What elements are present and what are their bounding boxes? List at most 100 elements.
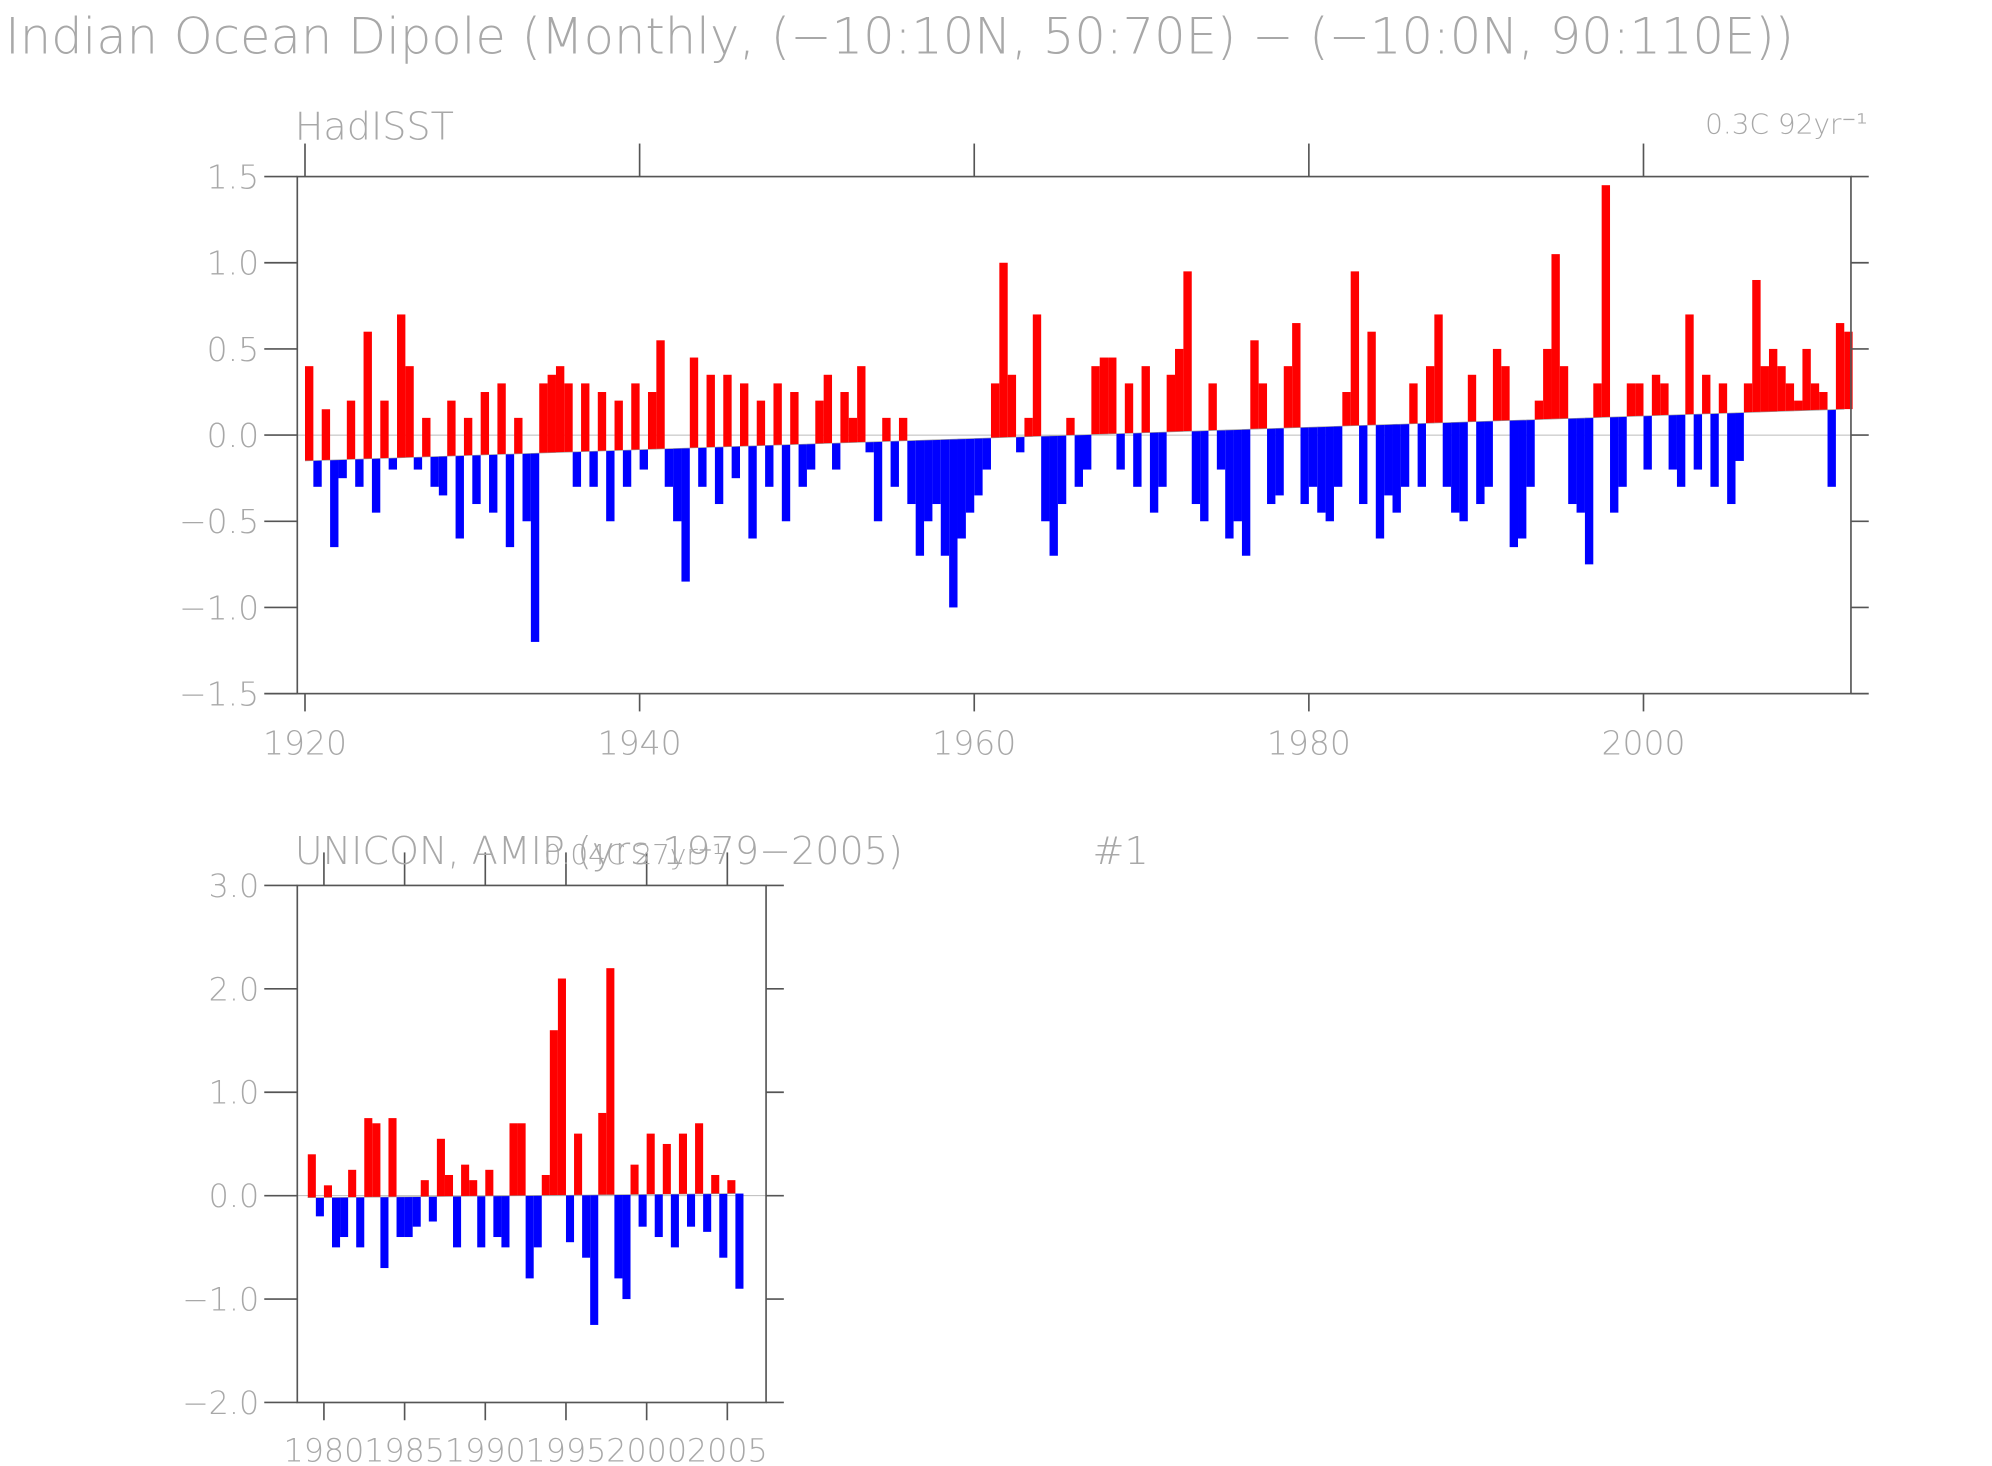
bar (1108, 357, 1117, 434)
bar (1175, 348, 1184, 432)
bar (1676, 414, 1686, 487)
bar (1718, 383, 1728, 414)
bar (1819, 392, 1828, 410)
bar (539, 383, 548, 453)
y-tick-label: −1.0 (182, 1283, 259, 1319)
bar (1693, 414, 1703, 470)
bar (371, 458, 381, 513)
bar (1250, 340, 1259, 430)
y-tick-label: 0.0 (209, 1179, 260, 1215)
x-tick-label: 2000 (1601, 723, 1685, 762)
bar (1760, 366, 1769, 412)
bar (924, 440, 933, 522)
x-tick-label: 2005 (687, 1434, 768, 1466)
bar (514, 417, 523, 454)
bar (1434, 314, 1443, 423)
bar (1844, 331, 1853, 410)
bar (781, 444, 791, 522)
bar (1091, 366, 1100, 435)
y-tick-label: 1.5 (207, 157, 260, 196)
bar (530, 453, 540, 642)
bar (957, 438, 966, 539)
y-tick-label: −0.5 (179, 502, 259, 541)
bar (340, 1197, 349, 1238)
bar (1643, 415, 1652, 470)
bar (572, 451, 582, 487)
run-label: #1 (1093, 829, 1149, 873)
x-tick-label: 1980 (1267, 723, 1351, 762)
bar (1484, 421, 1493, 487)
bar (898, 417, 908, 441)
bar (1752, 279, 1761, 413)
bar (1350, 271, 1360, 426)
bar (380, 1196, 389, 1269)
bar (420, 1180, 429, 1197)
y-tick-label: 2.0 (209, 972, 260, 1008)
bar (1375, 424, 1385, 539)
bar (748, 445, 757, 539)
bar (622, 450, 632, 487)
bar (832, 443, 841, 470)
bar (505, 454, 515, 548)
bar (654, 1194, 663, 1238)
bar (630, 1164, 639, 1195)
x-tick-label: 1920 (263, 723, 347, 762)
bar (965, 438, 975, 513)
bar (1584, 417, 1594, 565)
bar (731, 446, 741, 479)
bar (509, 1123, 518, 1196)
bar (1610, 416, 1619, 513)
y-tick-label: −1.5 (179, 675, 259, 714)
bar (1049, 435, 1058, 556)
bar (606, 968, 615, 1195)
bar (1384, 424, 1393, 496)
bar (890, 441, 899, 487)
bar (1275, 428, 1284, 496)
bar (1735, 412, 1744, 461)
x-tick-label: 1960 (932, 723, 1016, 762)
bar (430, 456, 439, 487)
bar (1317, 426, 1326, 513)
bar (1702, 374, 1711, 414)
y-tick-label: 0.5 (207, 330, 260, 369)
bar (765, 445, 774, 487)
bar (590, 1194, 599, 1325)
bar (1660, 383, 1669, 416)
bar (547, 374, 556, 453)
bar (1827, 409, 1836, 487)
bar (1593, 383, 1602, 418)
bar (355, 459, 364, 487)
bar (646, 1133, 655, 1195)
bar (597, 392, 607, 451)
bar (1810, 383, 1820, 411)
bar (497, 383, 506, 455)
y-tick-label: 0.0 (207, 416, 260, 455)
bar (711, 1174, 720, 1194)
bar (405, 366, 414, 458)
bar (915, 440, 925, 556)
y-tick-label: 1.0 (209, 1076, 260, 1112)
bar (1007, 374, 1017, 438)
bar (1509, 420, 1519, 548)
bar (1292, 323, 1301, 428)
bar (1258, 383, 1268, 429)
bar (598, 1112, 607, 1195)
bar (1116, 433, 1125, 470)
bar (582, 1195, 591, 1258)
bar (1559, 366, 1569, 419)
bar (848, 417, 858, 443)
bar (489, 454, 498, 513)
bar (1802, 348, 1811, 411)
bar (1074, 434, 1083, 487)
bar (999, 262, 1008, 438)
bar (1133, 432, 1142, 487)
bar (472, 455, 481, 505)
x-tick-label: 1990 (445, 1434, 526, 1466)
bar (1342, 392, 1351, 426)
bar (1191, 431, 1201, 505)
bar (1233, 429, 1242, 522)
bar (1267, 428, 1276, 505)
bar (557, 978, 566, 1196)
bar (304, 366, 314, 461)
